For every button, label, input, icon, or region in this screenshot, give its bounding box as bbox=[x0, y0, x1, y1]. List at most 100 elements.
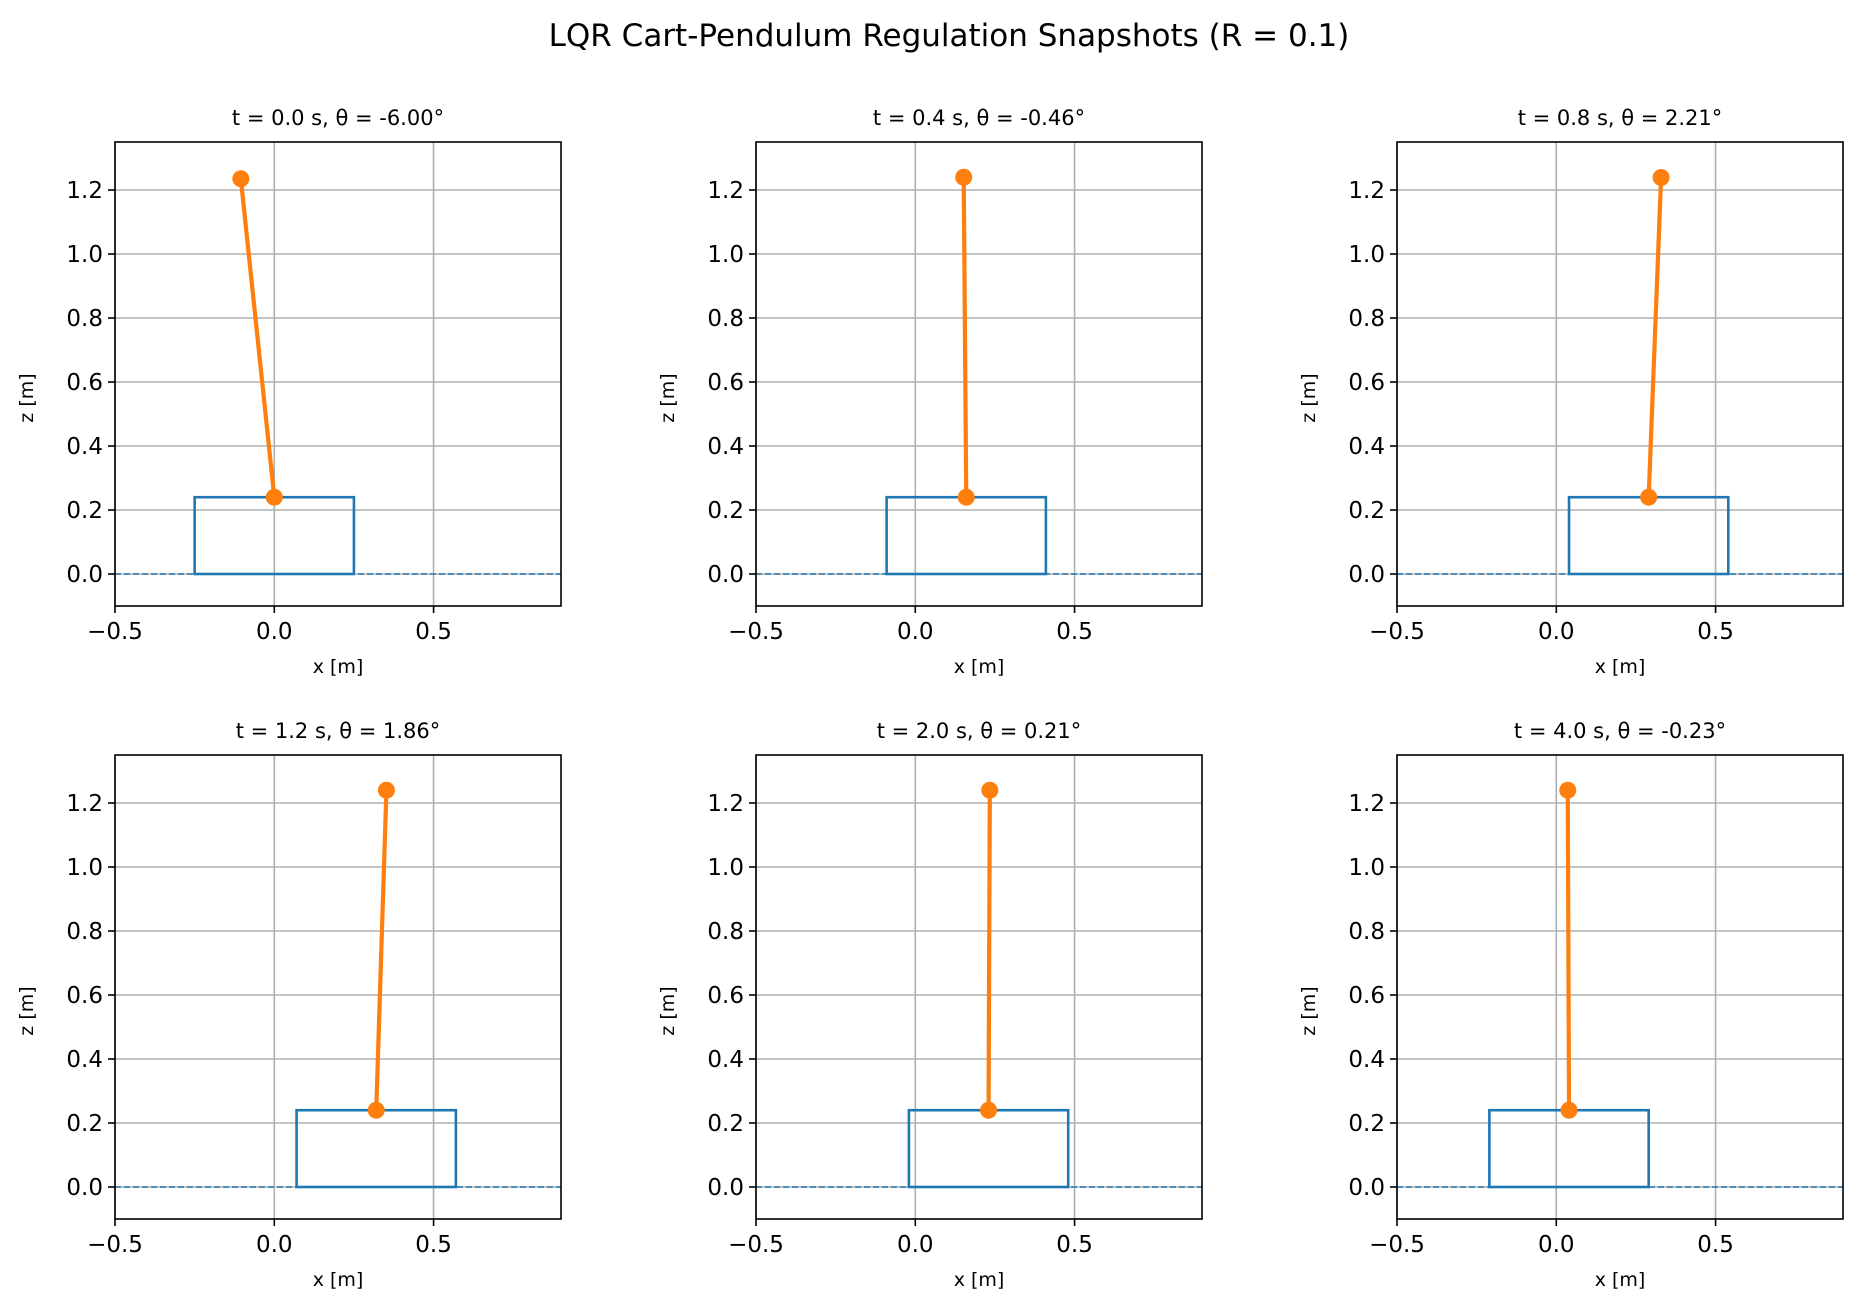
subplot-2: −0.5 0.0 0.5 0.0 0.2 0.4 0.6 0.8 1.0 1.2 t = 0.4 s… bbox=[657, 106, 1203, 678]
x-tick-label: 0.0 bbox=[256, 1232, 293, 1258]
x-axis-label: x [m] bbox=[313, 1269, 364, 1291]
x-tick-label: 0.0 bbox=[1538, 1232, 1575, 1258]
y-tick-label: 0.0 bbox=[1348, 562, 1385, 588]
pendulum-rod bbox=[374, 788, 389, 1113]
pendulum-pivot-point bbox=[1640, 488, 1658, 506]
y-tick-label: 0.2 bbox=[1348, 1111, 1385, 1137]
y-axis-label: z [m] bbox=[1298, 986, 1320, 1035]
y-tick-label: 1.0 bbox=[1348, 855, 1385, 881]
y-tick-label: 0.6 bbox=[66, 983, 103, 1009]
y-tick-label: 0.2 bbox=[66, 498, 103, 524]
x-tick-label: −0.5 bbox=[1369, 619, 1425, 645]
pendulum-bob-point bbox=[981, 781, 999, 799]
y-tick-label: 0.8 bbox=[707, 919, 744, 945]
y-tick-label: 0.0 bbox=[66, 562, 103, 588]
x-tick-label: 0.5 bbox=[1697, 1232, 1734, 1258]
subplot-title: t = 2.0 s, θ = 0.21° bbox=[877, 719, 1082, 743]
subplot-title: t = 4.0 s, θ = -0.23° bbox=[1514, 719, 1726, 743]
y-tick-label: 0.6 bbox=[707, 370, 744, 396]
x-axis-label: x [m] bbox=[1595, 1269, 1646, 1291]
x-tick-label: −0.5 bbox=[87, 619, 143, 645]
pendulum-pivot-point bbox=[1560, 1101, 1578, 1119]
subplot-title: t = 0.4 s, θ = -0.46° bbox=[873, 106, 1085, 130]
x-tick-label: −0.5 bbox=[728, 619, 784, 645]
x-tick-label: 0.0 bbox=[1538, 619, 1575, 645]
pendulum-rod bbox=[1565, 788, 1572, 1113]
y-tick-label: 1.2 bbox=[66, 791, 103, 817]
pendulum-bob-point bbox=[955, 168, 973, 186]
y-tick-label: 1.2 bbox=[707, 178, 744, 204]
plot-area bbox=[115, 755, 561, 1219]
y-tick-label: 0.8 bbox=[1348, 306, 1385, 332]
y-tick-label: 1.0 bbox=[66, 242, 103, 268]
y-tick-label: 0.8 bbox=[66, 306, 103, 332]
y-axis-label: z [m] bbox=[16, 986, 38, 1035]
pendulum-pivot-point bbox=[367, 1101, 385, 1119]
y-tick-label: 0.4 bbox=[1348, 434, 1385, 460]
subplot-title: t = 0.0 s, θ = -6.00° bbox=[232, 106, 444, 130]
subplot-3: −0.5 0.0 0.5 0.0 0.2 0.4 0.6 0.8 1.0 1.2 t = 0.8 s… bbox=[1298, 106, 1844, 678]
pendulum-rod bbox=[961, 175, 969, 500]
x-tick-label: 0.0 bbox=[897, 1232, 934, 1258]
y-tick-label: 1.0 bbox=[707, 242, 744, 268]
y-tick-label: 0.0 bbox=[707, 1175, 744, 1201]
plot-area bbox=[115, 142, 561, 606]
pendulum-pivot-point bbox=[980, 1101, 998, 1119]
x-tick-label: 0.0 bbox=[897, 619, 934, 645]
subplot-4: −0.5 0.0 0.5 0.0 0.2 0.4 0.6 0.8 1.0 1.2 t = 1.2 s… bbox=[16, 719, 562, 1291]
plot-area bbox=[1397, 142, 1843, 606]
figure-suptitle: LQR Cart-Pendulum Regulation Snapshots (… bbox=[549, 18, 1350, 54]
x-tick-label: 0.0 bbox=[256, 619, 293, 645]
y-tick-label: 0.4 bbox=[66, 1047, 103, 1073]
y-axis-label: z [m] bbox=[1298, 373, 1320, 422]
plot-area bbox=[756, 142, 1202, 606]
axes-frame bbox=[755, 754, 1203, 1220]
y-tick-label: 0.4 bbox=[707, 1047, 744, 1073]
pendulum-bob-point bbox=[232, 170, 250, 188]
axes-frame bbox=[114, 754, 562, 1220]
y-tick-label: 1.2 bbox=[1348, 178, 1385, 204]
panels: −0.5 0.0 0.5 0.0 0.2 0.4 0.6 0.8 1.0 1.2 t = 0.0 s… bbox=[16, 106, 1844, 1291]
x-axis-label: x [m] bbox=[954, 1269, 1005, 1291]
y-tick-label: 0.0 bbox=[707, 562, 744, 588]
y-tick-label: 0.0 bbox=[66, 1175, 103, 1201]
pendulum-rod bbox=[1646, 175, 1664, 500]
y-tick-label: 0.4 bbox=[66, 434, 103, 460]
pendulum-pivot-point bbox=[265, 488, 283, 506]
x-tick-label: 0.5 bbox=[1697, 619, 1734, 645]
y-tick-label: 1.0 bbox=[1348, 242, 1385, 268]
x-tick-label: 0.5 bbox=[1056, 619, 1093, 645]
y-tick-label: 0.6 bbox=[1348, 370, 1385, 396]
subplot-1: −0.5 0.0 0.5 0.0 0.2 0.4 0.6 0.8 1.0 1.2 t = 0.0 s… bbox=[16, 106, 562, 678]
plot-area bbox=[756, 755, 1202, 1219]
axes-frame bbox=[755, 141, 1203, 607]
y-tick-label: 0.2 bbox=[1348, 498, 1385, 524]
subplot-5: −0.5 0.0 0.5 0.0 0.2 0.4 0.6 0.8 1.0 1.2 t = 2.0 s… bbox=[657, 719, 1203, 1291]
y-axis-label: z [m] bbox=[657, 986, 679, 1035]
y-tick-label: 0.2 bbox=[707, 1111, 744, 1137]
axes-frame bbox=[114, 141, 562, 607]
y-tick-label: 0.2 bbox=[707, 498, 744, 524]
y-tick-label: 0.8 bbox=[66, 919, 103, 945]
x-tick-label: 0.5 bbox=[415, 619, 452, 645]
y-tick-label: 0.0 bbox=[1348, 1175, 1385, 1201]
pendulum-pivot-point bbox=[957, 488, 975, 506]
plot-area bbox=[1397, 755, 1843, 1219]
pendulum-bob-point bbox=[1559, 781, 1577, 799]
x-axis-label: x [m] bbox=[313, 656, 364, 678]
y-tick-label: 1.2 bbox=[1348, 791, 1385, 817]
pendulum-bob-point bbox=[377, 781, 395, 799]
y-tick-label: 1.0 bbox=[66, 855, 103, 881]
y-tick-label: 0.6 bbox=[707, 983, 744, 1009]
y-tick-label: 0.4 bbox=[1348, 1047, 1385, 1073]
x-tick-label: −0.5 bbox=[1369, 1232, 1425, 1258]
y-tick-label: 0.4 bbox=[707, 434, 744, 460]
subplot-6: −0.5 0.0 0.5 0.0 0.2 0.4 0.6 0.8 1.0 1.2 t = 4.0 s… bbox=[1298, 719, 1844, 1291]
y-axis-label: z [m] bbox=[657, 373, 679, 422]
x-axis-label: x [m] bbox=[954, 656, 1005, 678]
y-axis-label: z [m] bbox=[16, 373, 38, 422]
x-tick-label: 0.5 bbox=[1056, 1232, 1093, 1258]
y-tick-label: 0.2 bbox=[66, 1111, 103, 1137]
pendulum-bob-point bbox=[1652, 169, 1670, 187]
